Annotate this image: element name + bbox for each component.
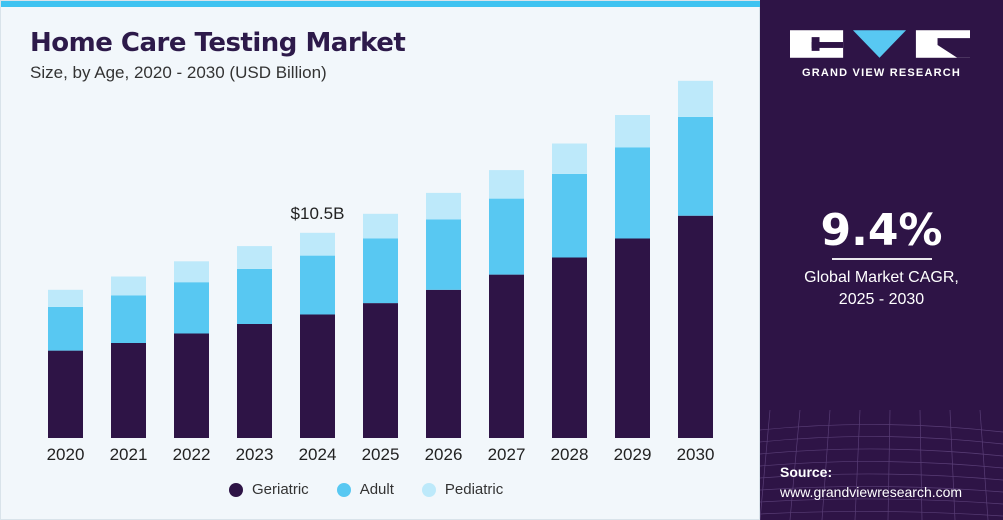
sidebar-panel: GRAND VIEW RESEARCH 9.4% Global Market C… <box>760 0 1003 520</box>
bar-geriatric-2022 <box>174 333 209 438</box>
bar-pediatric-2025 <box>363 213 398 239</box>
legend-item-adult: Adult <box>336 481 394 498</box>
x-tick-label: 2028 <box>551 445 589 464</box>
cagr-value: 9.4% <box>820 205 943 256</box>
bar-pediatric-2021 <box>111 276 146 296</box>
chart-subtitle: Size, by Age, 2020 - 2030 (USD Billion) <box>30 63 327 82</box>
decorative-grid <box>760 410 1003 520</box>
bar-geriatric-2026 <box>426 289 461 438</box>
brand-name: GRAND VIEW RESEARCH <box>801 67 962 79</box>
bar-geriatric-2021 <box>111 343 146 438</box>
bar-adult-2022 <box>174 282 209 334</box>
bar-geriatric-2028 <box>552 257 587 438</box>
bar-adult-2027 <box>489 198 524 275</box>
bar-geriatric-2029 <box>615 238 650 438</box>
x-tick-label: 2029 <box>614 445 652 464</box>
bar-adult-2021 <box>111 295 146 343</box>
bar-pediatric-2026 <box>426 192 461 220</box>
legend-item-pediatric: Pediatric <box>421 481 504 498</box>
chart-panel: Home Care Testing Market Size, by Age, 2… <box>0 0 761 520</box>
bar-geriatric-2030 <box>678 215 713 438</box>
cagr-divider <box>832 258 932 260</box>
legend-label: Pediatric <box>444 481 504 498</box>
bar-geriatric-2020 <box>48 350 83 438</box>
bar-pediatric-2024 <box>300 232 335 256</box>
x-tick-label: 2027 <box>488 445 526 464</box>
source-title: Source: <box>780 464 833 480</box>
bar-geriatric-2025 <box>363 303 398 438</box>
x-tick-label: 2026 <box>425 445 463 464</box>
bar-geriatric-2024 <box>300 314 335 438</box>
legend-item-geriatric: Geriatric <box>229 481 309 498</box>
bar-adult-2026 <box>426 219 461 290</box>
legend-label: Geriatric <box>252 481 309 498</box>
bar-adult-2028 <box>552 173 587 258</box>
x-tick-label: 2024 <box>299 445 337 464</box>
cagr-label-line1: Global Market CAGR, <box>804 269 959 286</box>
bar-geriatric-2023 <box>237 324 272 438</box>
bar-adult-2023 <box>237 268 272 324</box>
source-url: www.grandviewresearch.com <box>780 484 963 500</box>
chart-title: Home Care Testing Market <box>30 28 406 58</box>
bar-adult-2025 <box>363 238 398 304</box>
bar-pediatric-2029 <box>615 115 650 148</box>
data-label-2024: $10.5B <box>291 204 345 223</box>
bar-adult-2029 <box>615 147 650 239</box>
x-tick-label: 2020 <box>47 445 85 464</box>
bar-pediatric-2027 <box>489 170 524 199</box>
grand-view-research-logo <box>790 30 970 58</box>
bar-adult-2024 <box>300 255 335 315</box>
x-tick-label: 2023 <box>236 445 274 464</box>
x-tick-label: 2030 <box>677 445 715 464</box>
accent-bar <box>1 1 761 7</box>
x-tick-label: 2025 <box>362 445 400 464</box>
bar-pediatric-2020 <box>48 289 83 307</box>
cagr-label-line2: 2025 - 2030 <box>838 291 925 308</box>
bar-adult-2020 <box>48 306 83 351</box>
legend-label: Adult <box>359 481 394 498</box>
cagr-label: Global Market CAGR, 2025 - 2030 <box>760 267 1003 311</box>
bar-pediatric-2023 <box>237 246 272 269</box>
legend-swatch <box>421 482 436 497</box>
x-tick-label: 2022 <box>173 445 211 464</box>
bar-geriatric-2027 <box>489 274 524 438</box>
chart-legend: Geriatric Adult Pediatric <box>229 481 531 498</box>
bar-pediatric-2028 <box>552 143 587 174</box>
bar-pediatric-2030 <box>678 80 713 117</box>
legend-swatch <box>336 482 351 497</box>
bar-pediatric-2022 <box>174 261 209 283</box>
legend-swatch <box>229 482 243 497</box>
x-tick-label: 2021 <box>110 445 148 464</box>
bar-adult-2030 <box>678 116 713 216</box>
stacked-bar-chart: 2020 2021 2022 2023 2024 2025 2026 2027 2028 2029… <box>47 80 715 464</box>
